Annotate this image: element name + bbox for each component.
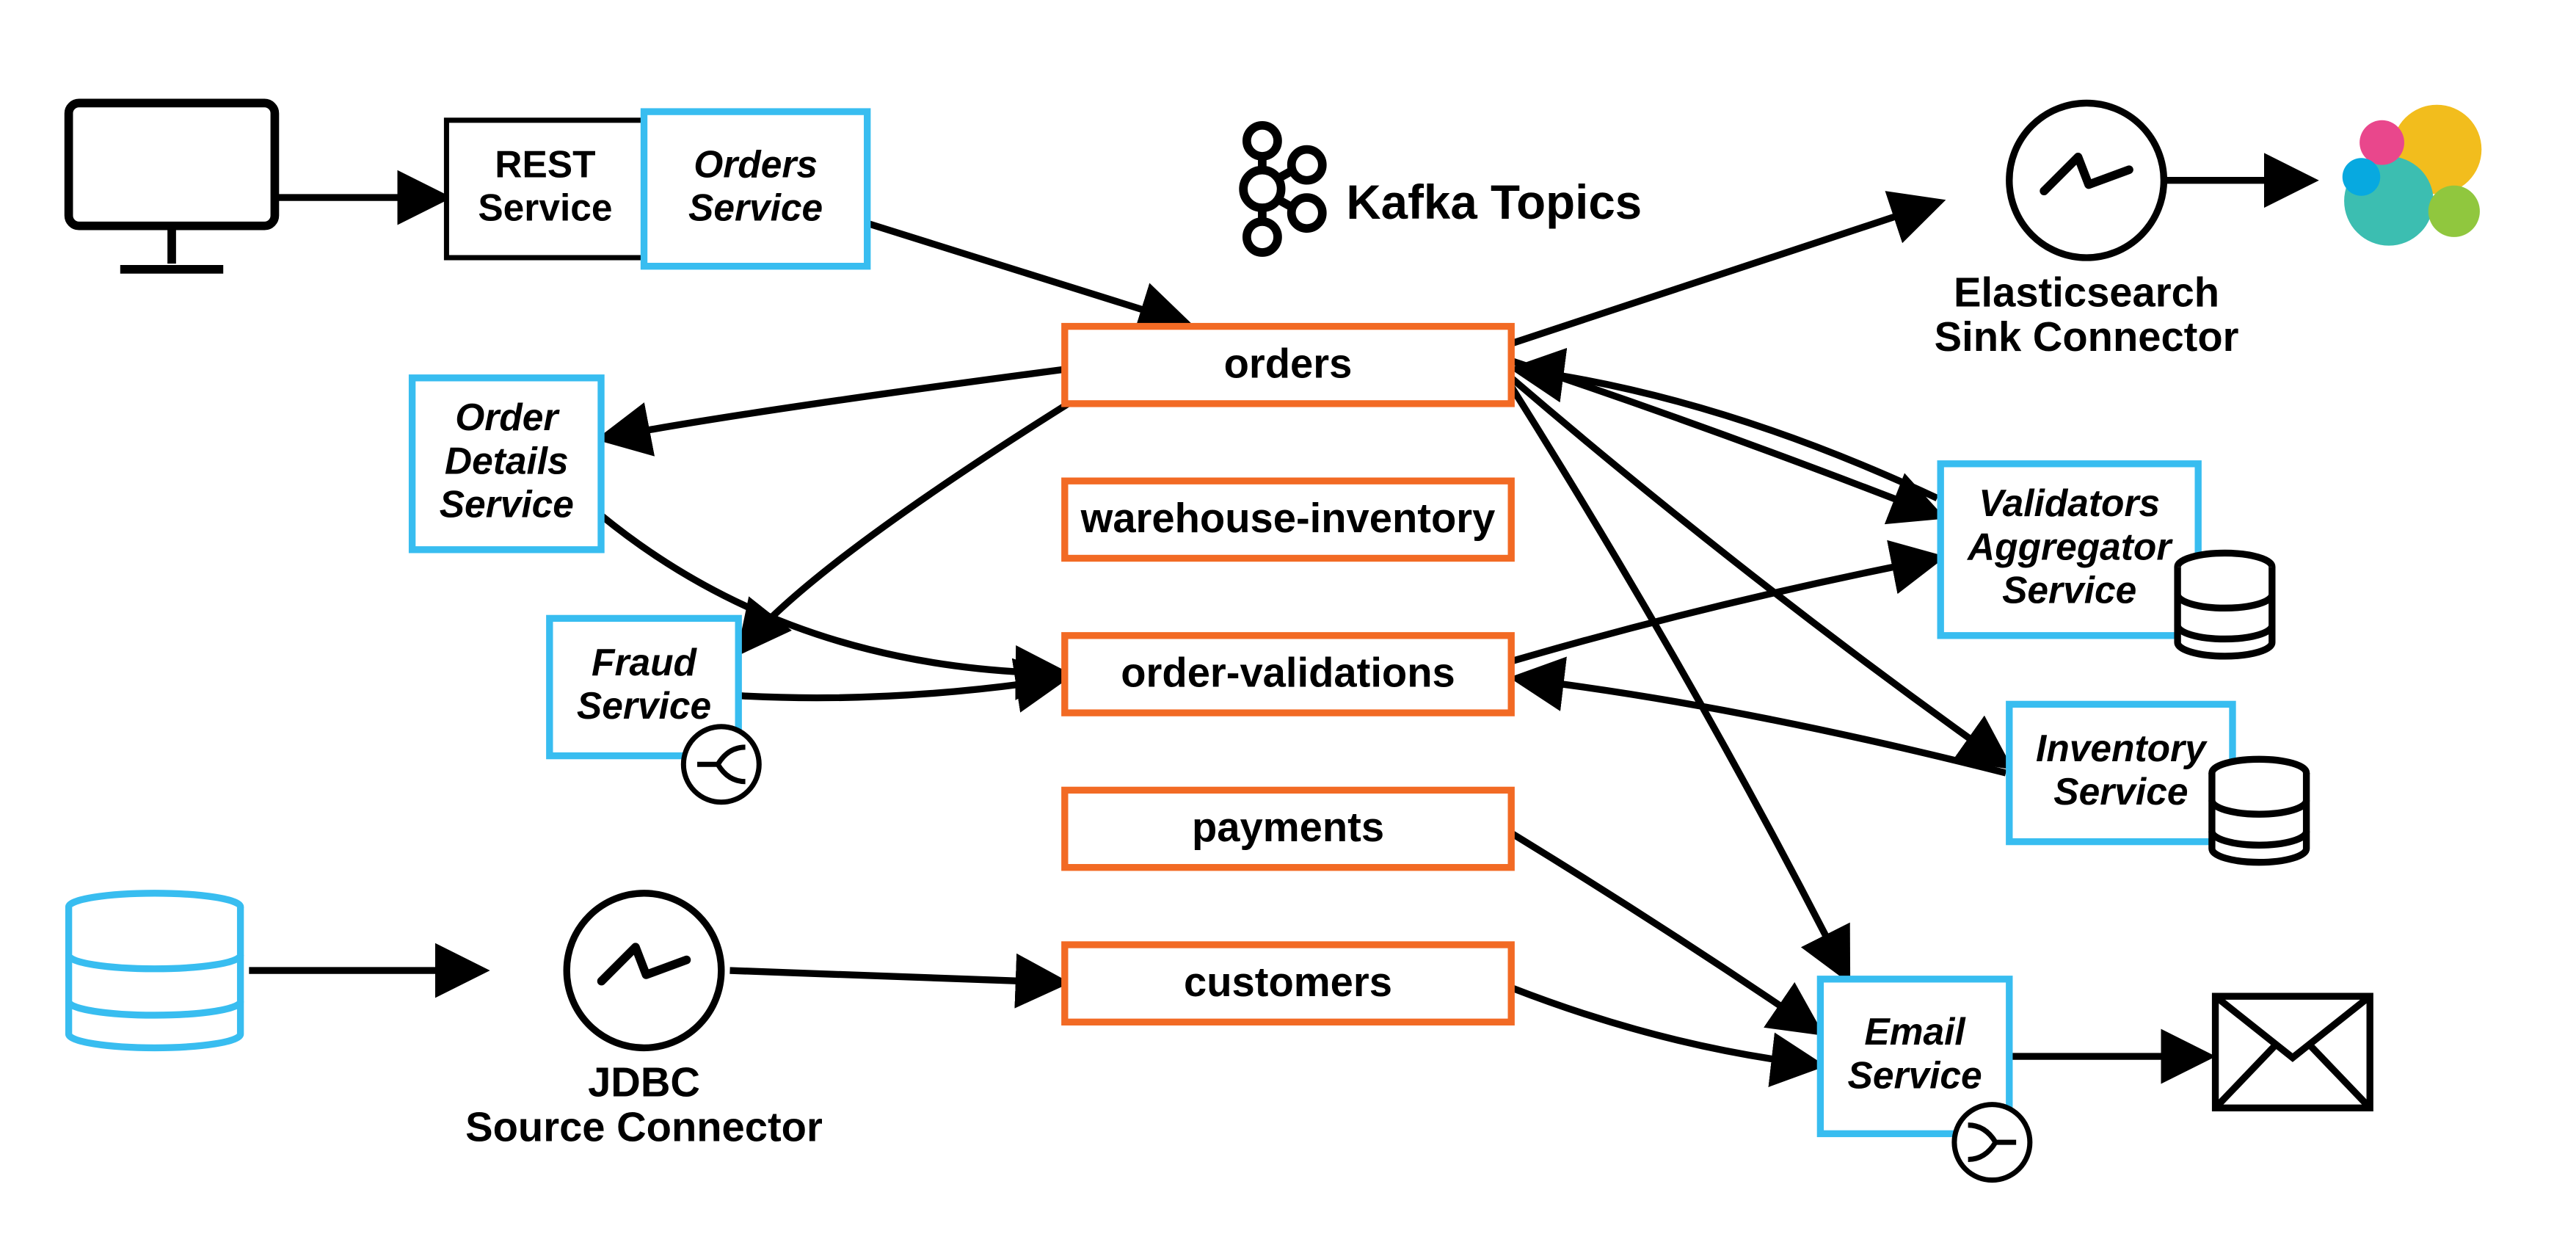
orders_svc-label-line0: Orders [694, 142, 818, 185]
topic-label-t_ordval: order-validations [1121, 650, 1455, 696]
mail-icon [2216, 996, 2371, 1108]
node-t_ordval: order-validations [1065, 636, 1511, 713]
elasticsearch-icon [2343, 105, 2482, 246]
fraud-label-line1: Service [577, 684, 711, 727]
node-inventory: InventoryService [2009, 704, 2307, 862]
edge-orders_svc-to-t_orders [867, 223, 1185, 323]
architecture-diagram: Kafka TopicsRESTServiceOrdersServiceOrde… [0, 0, 2576, 1254]
node-t_payments: payments [1065, 790, 1511, 867]
node-rest: RESTService [446, 120, 644, 258]
edge-fraud-to-t_ordval [738, 678, 1061, 697]
validators-label-line2: Service [2002, 569, 2136, 611]
topic-label-t_customers: customers [1184, 959, 1392, 1005]
rest-label-line0: REST [495, 142, 595, 185]
node-t_customers: customers [1065, 945, 1511, 1022]
node-email: EmailService [1820, 979, 2029, 1180]
order_details-label-line2: Service [440, 483, 574, 526]
node-t_warehouse: warehouse-inventory [1065, 481, 1511, 558]
inventory-label-line1: Service [2053, 770, 2188, 813]
jdbc-label-line1: Source Connector [465, 1104, 823, 1150]
edge-t_ordval-to-validators [1511, 558, 1937, 661]
edge-inventory-to-t_ordval [1518, 678, 2006, 773]
node-es_sink: ElasticsearchSink Connector [1935, 103, 2239, 360]
fraud-label-line0: Fraud [592, 641, 698, 683]
node-jdbc: JDBCSource Connector [465, 893, 823, 1150]
topic-label-t_orders: orders [1224, 340, 1353, 386]
order_details-label-line0: Order [455, 396, 560, 438]
es_sink-label-line0: Elasticsearch [1954, 269, 2219, 315]
kafka-topics-label: Kafka Topics [1346, 175, 1642, 229]
rest-label-line1: Service [478, 186, 612, 229]
orders_svc-label-line1: Service [688, 186, 823, 229]
email-label-line1: Service [1848, 1053, 1982, 1096]
order_details-label-line1: Details [445, 439, 569, 482]
node-validators: ValidatorsAggregatorService [1940, 464, 2272, 656]
node-fraud: FraudService [550, 618, 759, 802]
edge-jdbc-to-t_customers [730, 970, 1062, 982]
edge-t_orders-to-order_details [605, 369, 1065, 438]
inventory-label-line0: Inventory [2036, 727, 2208, 769]
es_sink-label-line1: Sink Connector [1935, 313, 2239, 360]
kafka-topics-heading: Kafka Topics [1243, 126, 1642, 253]
edge-t_orders-to-inventory [1511, 378, 2006, 764]
email-label-line0: Email [1864, 1010, 1966, 1053]
database-icon [69, 893, 241, 1048]
monitor-icon [69, 103, 275, 269]
jdbc-label-line0: JDBC [588, 1059, 700, 1106]
edge-t_orders-to-fraud [742, 395, 1082, 649]
validators-label-line1: Aggregator [1966, 525, 2173, 567]
topic-label-t_payments: payments [1192, 804, 1384, 850]
node-t_orders: orders [1065, 327, 1511, 404]
topic-label-t_warehouse: warehouse-inventory [1080, 495, 1496, 541]
node-order_details: OrderDetailsService [412, 378, 601, 550]
node-orders_svc: OrdersService [644, 112, 867, 266]
validators-label-line0: Validators [1979, 482, 2160, 524]
